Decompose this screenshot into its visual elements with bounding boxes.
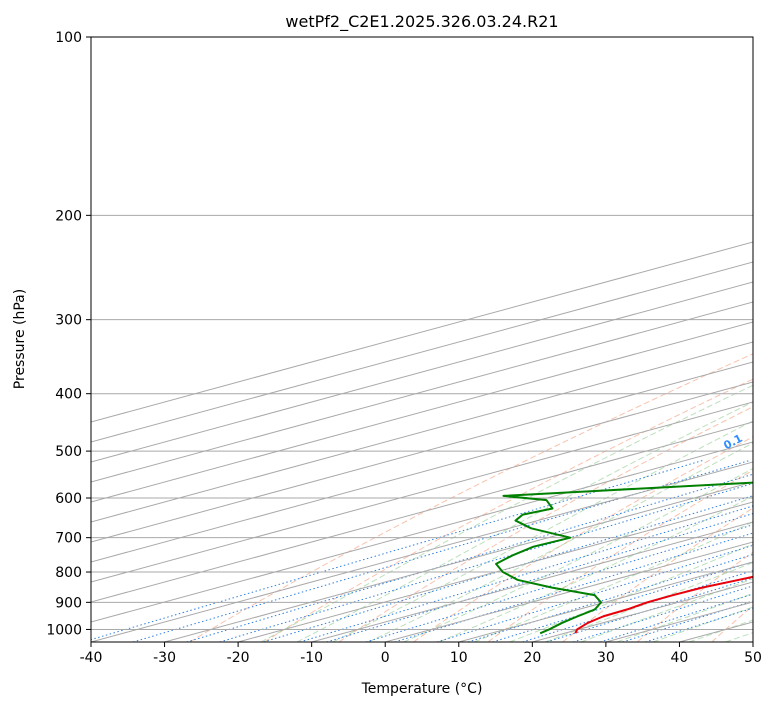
isotherm-line [91,401,753,583]
isotherm-line [91,241,753,423]
dry-adiabat-line [263,378,753,642]
isotherm-line [91,281,753,463]
y-tick-label: 200 [55,208,82,224]
mixing-ratio-line [365,524,753,642]
mixing-ratio-line [186,473,753,642]
dry-adiabat-line [338,406,753,642]
x-axis-label: Temperature (°C) [361,681,483,697]
x-tick-label: -40 [80,650,103,666]
moist-adiabat-line [580,578,753,642]
moist-adiabat-line [438,495,753,642]
dry-adiabat-line [562,507,753,642]
mixing-ratio-line [326,513,753,642]
mixing-ratio-line [645,607,753,642]
isotherm-line [91,461,753,642]
x-tick-label: 30 [597,650,615,666]
moist-adiabat-line [260,384,753,642]
x-tick-label: 10 [450,650,468,666]
x-tick-label: -10 [300,650,323,666]
isotherm-line [91,421,753,603]
x-tick-label: -20 [227,650,250,666]
mixing-ratio-line [299,505,753,642]
y-tick-label: 1000 [46,622,82,638]
axes: -40 -30 -20 -10 0 10 20 30 40 50 1000 900 800 700 600 5… [46,30,762,666]
y-tick-label: 500 [55,444,82,460]
x-tick-label: 50 [744,650,762,666]
x-tick-label: 0 [381,650,390,666]
moist-adiabat-line [296,401,753,642]
plot-frame [90,36,754,643]
isotherm-line [91,361,753,543]
isotherm-line [91,441,753,623]
y-tick-label: 700 [55,531,82,547]
x-tick-label: 40 [671,650,689,666]
y-axis-label: Pressure (hPa) [12,289,28,389]
y-tick-label: 100 [55,30,82,46]
moist-adiabat-line [474,521,753,642]
temperature-profile-line [574,575,753,634]
dry-adiabat-line [413,436,753,642]
mixing-ratio-line [599,593,753,642]
sounding-series [495,481,753,635]
isotherm-line [91,381,753,563]
isotherm-line [164,481,753,642]
mixing-ratio-line [572,585,753,642]
y-tick-label: 800 [55,565,82,581]
y-tick-label: 400 [55,387,82,403]
moist-adiabat-line [332,420,753,642]
background-grid [91,37,753,642]
y-tick-label: 300 [55,313,82,329]
y-tick-label: 900 [55,595,82,611]
mixing-ratio-line [132,460,750,642]
isotherm-line [91,321,753,503]
isotherm-line [91,261,753,443]
chart-title: wetPf2_C2E1.2025.326.03.24.R21 [285,12,558,32]
isotherm-line [91,301,753,483]
isotherm-line [237,501,753,642]
x-tick-label: -30 [153,650,176,666]
mixing-ratio-line [263,495,753,642]
x-tick-label: 20 [523,650,541,666]
dewpoint-profile-line [495,481,753,635]
isotherm-line [311,521,753,642]
y-tick-label: 600 [55,491,82,507]
